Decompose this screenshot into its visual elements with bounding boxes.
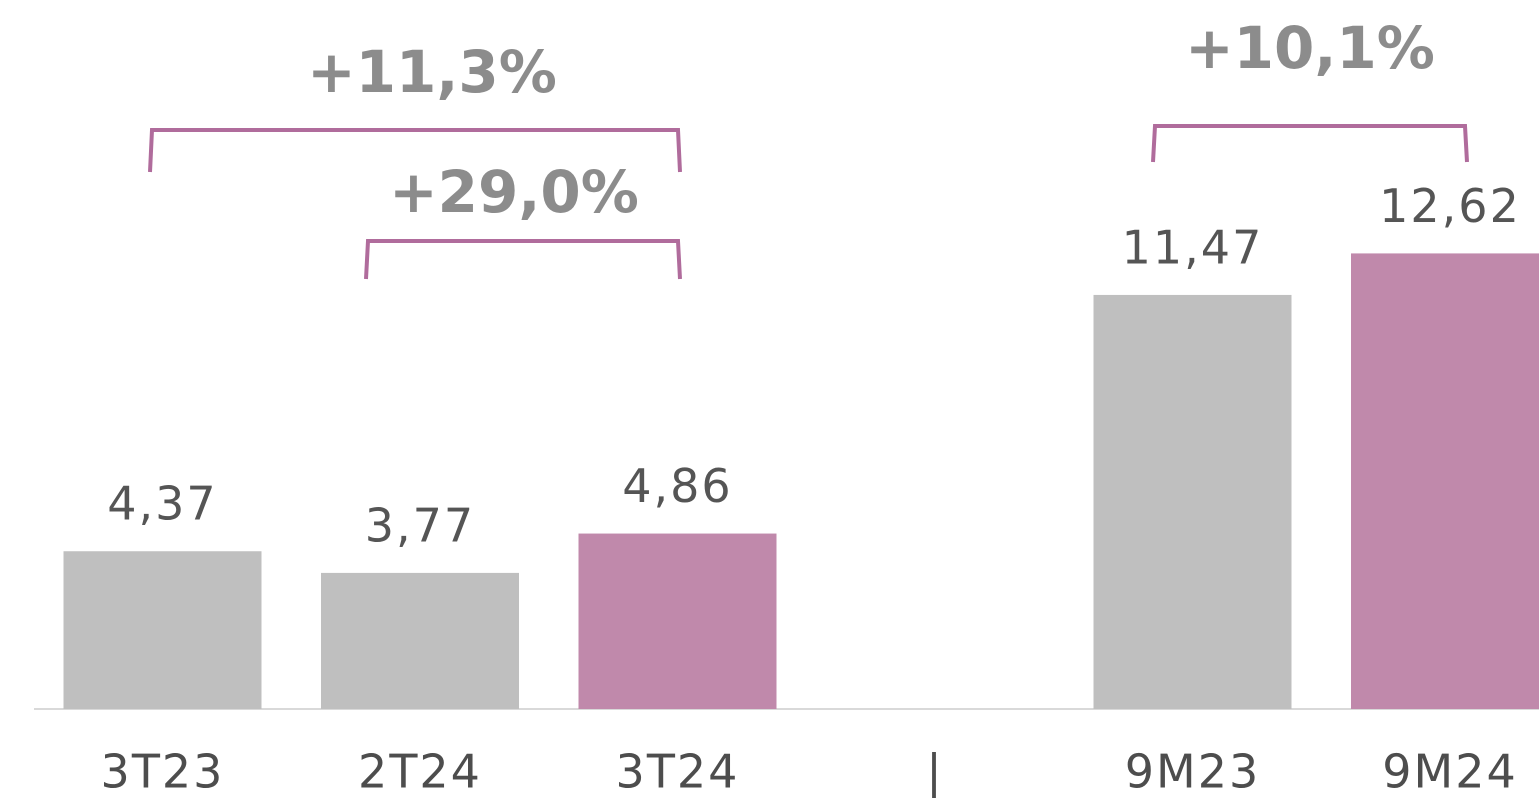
value-label: 3,77 xyxy=(365,498,475,552)
bar xyxy=(63,551,262,709)
value-label: 4,86 xyxy=(622,459,732,513)
annotation: +11,3% xyxy=(307,38,557,106)
x-tick-label: 2T24 xyxy=(358,745,482,798)
x-tick-label: 9M23 xyxy=(1125,745,1261,798)
value-label: 12,62 xyxy=(1379,179,1521,233)
bar xyxy=(1093,294,1292,709)
x-tick-label: 9M24 xyxy=(1382,745,1518,798)
x-tick-label: 3T23 xyxy=(101,745,225,798)
bar xyxy=(1351,253,1539,709)
bar xyxy=(578,533,777,709)
bracket xyxy=(364,239,682,280)
bracket xyxy=(148,128,682,173)
x-tick-label: 3T24 xyxy=(616,745,740,798)
annotation: +10,1% xyxy=(1185,14,1435,82)
bar xyxy=(321,572,519,709)
bracket xyxy=(1151,124,1469,163)
value-label: 4,37 xyxy=(107,477,217,531)
x-tick-label: | xyxy=(926,745,944,798)
annotation: +29,0% xyxy=(389,158,639,226)
value-label: 11,47 xyxy=(1122,220,1264,274)
